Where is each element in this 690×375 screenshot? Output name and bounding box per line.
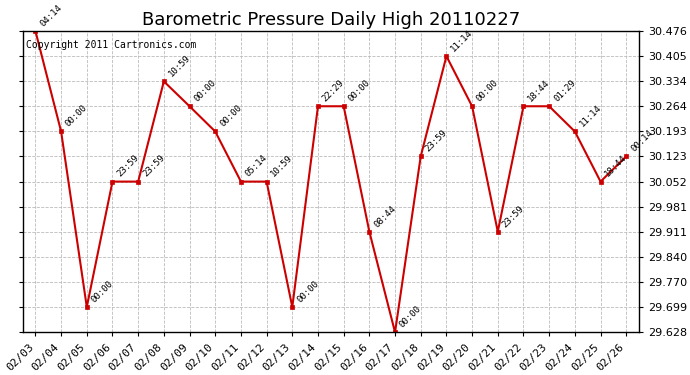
Text: 01:29: 01:29: [552, 78, 578, 104]
Text: 00:00: 00:00: [295, 279, 320, 304]
Text: 18:44: 18:44: [603, 153, 629, 179]
Text: 00:00: 00:00: [193, 78, 217, 104]
Text: 00:00: 00:00: [64, 104, 89, 129]
Text: 10:59: 10:59: [269, 153, 295, 179]
Text: 08:44: 08:44: [372, 204, 397, 229]
Text: 10:59: 10:59: [166, 53, 192, 79]
Text: 04:14: 04:14: [38, 3, 63, 28]
Text: 11:14: 11:14: [578, 104, 603, 129]
Title: Barometric Pressure Daily High 20110227: Barometric Pressure Daily High 20110227: [141, 11, 520, 29]
Text: 00:00: 00:00: [346, 78, 372, 104]
Text: 05:14: 05:14: [244, 153, 269, 179]
Text: 00:00: 00:00: [218, 104, 244, 129]
Text: 23:59: 23:59: [424, 128, 449, 154]
Text: 18:44: 18:44: [526, 78, 551, 104]
Text: 23:59: 23:59: [141, 153, 166, 179]
Text: 23:59: 23:59: [500, 204, 526, 229]
Text: 00:00: 00:00: [475, 78, 500, 104]
Text: 23:59: 23:59: [115, 153, 141, 179]
Text: 00:00: 00:00: [90, 279, 115, 304]
Text: 11:14: 11:14: [449, 28, 475, 53]
Text: 00:00: 00:00: [398, 304, 423, 330]
Text: Copyright 2011 Cartronics.com: Copyright 2011 Cartronics.com: [26, 40, 196, 50]
Text: 00:14: 00:14: [629, 128, 654, 154]
Text: 22:29: 22:29: [321, 78, 346, 104]
